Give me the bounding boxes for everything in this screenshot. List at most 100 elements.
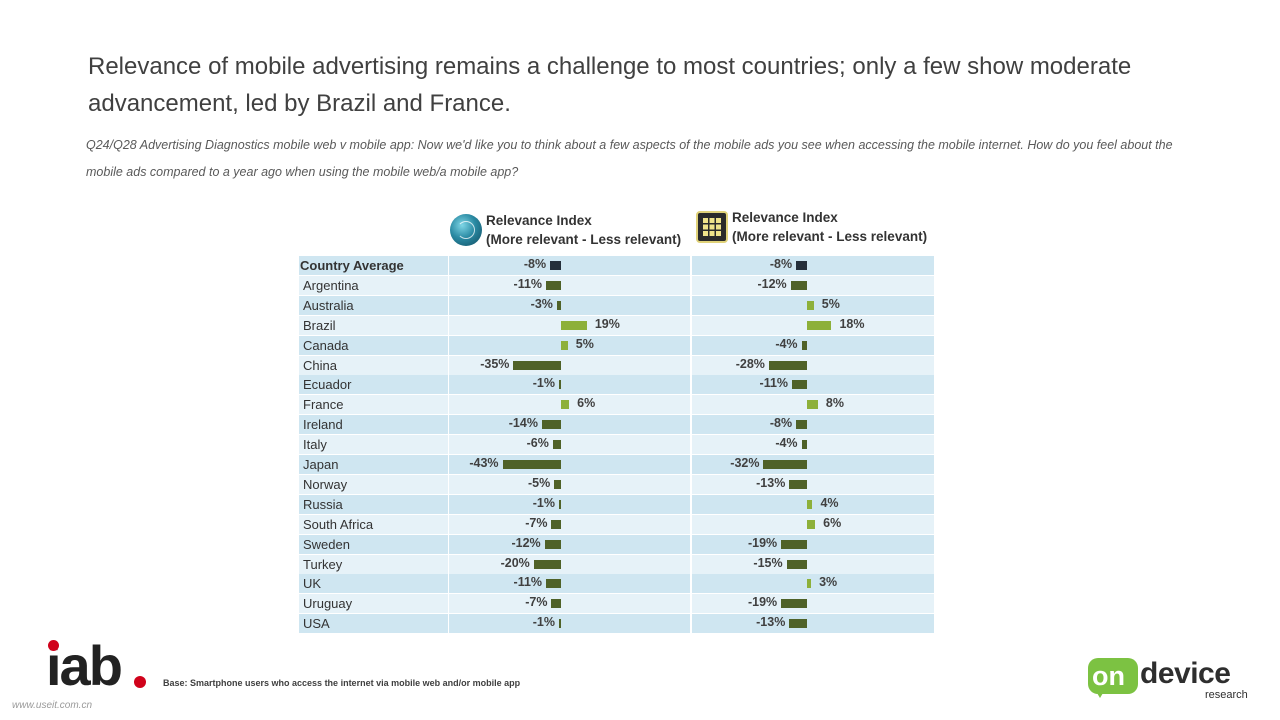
country-cell: Sweden (299, 534, 448, 554)
web-value-label: -7% (525, 515, 548, 530)
country-label: Australia (303, 297, 354, 313)
web-value-cell: -35% (449, 355, 690, 375)
country-cell: Country Average (299, 256, 448, 275)
app-header-line1: Relevance Index (732, 210, 838, 225)
table-row: Russia -1% 4% (299, 494, 934, 514)
web-bar (559, 499, 561, 509)
web-value-label: -6% (526, 436, 549, 451)
app-value-cell: -32% (692, 455, 934, 474)
globe-icon (450, 214, 482, 246)
country-label: UK (303, 576, 322, 592)
web-bar (561, 340, 568, 350)
app-value-label: 3% (819, 575, 838, 590)
app-value-label: -13% (756, 475, 786, 490)
country-cell: Australia (299, 295, 448, 315)
country-cell: Turkey (299, 554, 448, 574)
web-value-label: 5% (575, 336, 594, 351)
table-row: Ecuador -1% -11% (299, 375, 934, 395)
country-cell: Russia (299, 494, 448, 514)
country-label: Ireland (303, 417, 343, 433)
app-bar (807, 400, 818, 410)
app-value-label: -19% (747, 535, 778, 550)
web-value-cell: -11% (449, 574, 690, 594)
web-value-label: -35% (480, 356, 510, 371)
country-cell: Canada (299, 335, 448, 355)
web-bar (502, 460, 561, 469)
country-label: France (303, 397, 344, 413)
web-value-cell: -7% (449, 594, 690, 614)
app-bar (792, 380, 807, 390)
web-value-label: -43% (469, 456, 499, 470)
country-label: South Africa (303, 516, 374, 532)
web-value-label: -1% (532, 615, 555, 630)
app-value-cell: 5% (692, 295, 934, 315)
web-value-label: -8% (523, 257, 547, 271)
web-value-cell: -3% (449, 295, 690, 315)
app-bar (796, 420, 807, 430)
app-value-label: -15% (753, 555, 783, 570)
app-bar (807, 499, 813, 509)
watermark: www.useit.com.cn (12, 700, 93, 711)
app-value-cell: -13% (692, 614, 934, 634)
web-bar (546, 579, 561, 589)
app-bar (763, 460, 807, 469)
web-value-cell: -1% (449, 375, 690, 395)
web-value-cell: 5% (449, 335, 690, 355)
table-row: Japan -43% -32% (299, 455, 934, 474)
app-value-label: -12% (757, 276, 787, 291)
web-bar (551, 599, 561, 609)
country-label: Argentina (303, 277, 359, 293)
web-value-cell: -12% (449, 534, 690, 554)
app-value-cell: 3% (692, 574, 934, 594)
app-value-cell: -8% (692, 415, 934, 435)
app-value-cell: 8% (692, 395, 934, 415)
country-label: Turkey (303, 556, 343, 572)
web-bar (561, 400, 570, 410)
table-row: UK -11% 3% (299, 574, 934, 594)
web-bar (559, 380, 561, 390)
table-row: South Africa -7% 6% (299, 514, 934, 534)
app-value-label: -28% (735, 356, 765, 371)
table-row: Brazil 19% 18% (299, 315, 934, 335)
web-value-cell: -1% (449, 614, 690, 634)
country-label: China (303, 357, 337, 373)
app-bar (807, 519, 816, 529)
country-label: Italy (303, 437, 327, 453)
country-cell: France (299, 395, 448, 415)
web-bar (556, 300, 561, 310)
app-value-label: 5% (821, 296, 840, 311)
app-value-label: -32% (730, 456, 760, 470)
web-value-label: -11% (513, 276, 543, 291)
country-label: Uruguay (303, 596, 353, 612)
country-cell: USA (299, 614, 448, 634)
web-value-label: -12% (511, 535, 541, 550)
country-label: USA (303, 616, 330, 632)
iab-logo-stop (134, 676, 146, 688)
country-cell: Ireland (299, 415, 448, 435)
web-bar (546, 280, 561, 290)
country-cell: China (299, 355, 448, 375)
app-value-cell: -13% (692, 474, 934, 494)
app-bar (807, 300, 814, 310)
app-bar (807, 579, 812, 589)
app-value-cell: 18% (692, 315, 934, 335)
country-cell: Norway (299, 474, 448, 494)
table-row: Canada 5% -4% (299, 335, 934, 355)
app-value-cell: -11% (692, 375, 934, 395)
table-row: Australia -3% 5% (299, 295, 934, 315)
app-value-label: -4% (775, 436, 798, 451)
app-value-label: 4% (820, 495, 839, 510)
web-value-label: -14% (508, 416, 538, 431)
web-value-label: -7% (525, 595, 548, 610)
ondevice-logo-on: on (1092, 661, 1125, 691)
country-cell: Italy (299, 435, 448, 455)
table-row: USA -1% -13% (299, 614, 934, 634)
country-label: Country Average (300, 258, 404, 273)
table-row: Sweden -12% -19% (299, 534, 934, 554)
web-value-label: -1% (532, 495, 555, 510)
app-value-cell: 4% (692, 494, 934, 514)
web-value-cell: -8% (449, 256, 690, 275)
ondevice-logo-research: research (1205, 689, 1248, 701)
app-header-line2: (More relevant - Less relevant) (732, 229, 928, 244)
country-label: Canada (303, 337, 349, 353)
